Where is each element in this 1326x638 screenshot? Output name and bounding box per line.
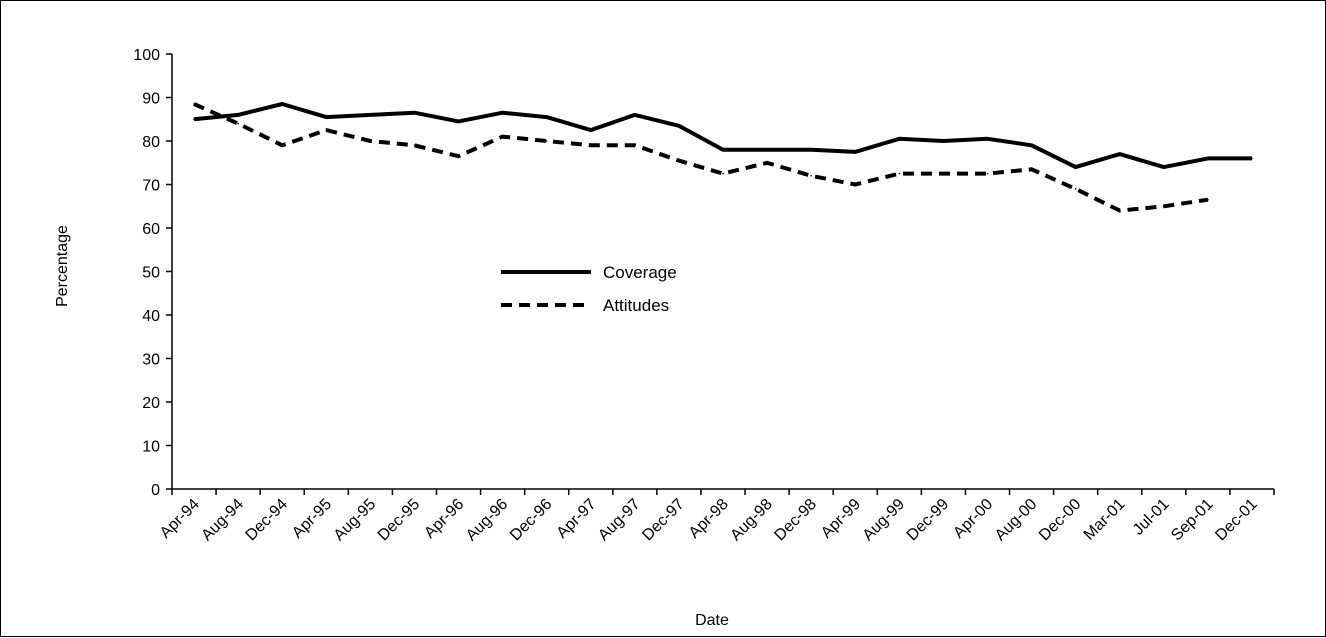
x-tick-label: Sep-01: [1168, 496, 1217, 545]
point-attitudes: [457, 155, 460, 158]
x-tick-label: Aug-94: [198, 496, 247, 545]
point-attitudes: [898, 172, 901, 175]
point-coverage: [369, 114, 372, 116]
x-tick-label: Aug-00: [992, 496, 1041, 545]
point-coverage: [722, 148, 724, 151]
point-coverage: [634, 114, 636, 116]
x-tick-label: Aug-99: [860, 496, 909, 545]
point-coverage: [193, 118, 195, 121]
x-tick-label: Aug-97: [595, 496, 644, 545]
y-tick-label: 20: [142, 395, 160, 412]
point-coverage: [457, 120, 460, 123]
point-coverage: [589, 129, 592, 131]
point-coverage: [1118, 153, 1121, 155]
point-coverage: [237, 114, 239, 116]
legend-label-coverage: Coverage: [603, 263, 677, 282]
y-tick-label: 60: [142, 221, 160, 238]
point-coverage: [545, 116, 548, 118]
series-line-attitudes: [193, 102, 1209, 213]
point-coverage: [1251, 157, 1253, 160]
x-tick-label: Dec-96: [507, 496, 556, 545]
legend: Coverage Attitudes: [501, 263, 677, 315]
point-coverage: [281, 103, 284, 105]
point-attitudes: [854, 183, 857, 186]
x-tick-label: Apr-95: [289, 496, 335, 542]
point-attitudes: [325, 129, 328, 131]
x-tick-label: Aug-98: [727, 496, 776, 545]
x-tick-label: Mar-01: [1081, 496, 1129, 544]
y-tick-label: 10: [142, 439, 160, 456]
point-coverage: [898, 138, 901, 140]
point-attitudes: [1207, 198, 1209, 201]
y-tick-label: 100: [133, 47, 160, 64]
axes: [171, 54, 1274, 490]
y-ticks: 0 10 20 30 40 50 60 70 80 90 100: [133, 47, 172, 499]
point-attitudes: [1030, 168, 1033, 171]
y-tick-label: 80: [142, 134, 160, 151]
point-attitudes: [634, 144, 636, 147]
x-tick-label: Dec-99: [904, 496, 953, 545]
x-tick-label: Aug-96: [463, 496, 512, 545]
x-tick-label: Apr-94: [157, 496, 203, 542]
x-axis-title: Date: [695, 612, 729, 629]
point-attitudes: [1163, 205, 1165, 208]
point-attitudes: [369, 140, 372, 142]
point-attitudes: [1074, 188, 1077, 190]
y-tick-label: 90: [142, 91, 160, 108]
point-attitudes: [545, 140, 548, 142]
point-attitudes: [678, 159, 680, 162]
y-tick-label: 0: [151, 482, 160, 499]
point-coverage: [678, 124, 680, 127]
x-tick-label: Dec-98: [771, 496, 820, 545]
x-tick-label: Apr-00: [950, 496, 996, 542]
point-attitudes: [1118, 209, 1121, 212]
point-attitudes: [589, 144, 592, 147]
point-attitudes: [193, 103, 195, 105]
x-tick-label: Apr-99: [818, 496, 864, 542]
point-attitudes: [237, 122, 239, 125]
x-tick-label: Dec-95: [375, 496, 424, 545]
x-tick-label: Dec-97: [639, 496, 688, 545]
x-tick-label: Apr-97: [554, 496, 600, 542]
point-attitudes: [281, 144, 284, 147]
point-attitudes: [942, 172, 945, 175]
point-coverage: [854, 151, 857, 153]
point-coverage: [810, 148, 812, 151]
point-attitudes: [810, 175, 812, 177]
x-tick-label: Apr-96: [421, 496, 467, 542]
series: [193, 102, 1253, 213]
point-coverage: [766, 148, 768, 151]
point-coverage: [413, 111, 416, 114]
x-tick-label: Dec-94: [243, 496, 292, 545]
point-attitudes: [986, 172, 989, 175]
point-coverage: [1074, 166, 1077, 168]
point-coverage: [325, 116, 328, 118]
point-coverage: [986, 138, 989, 140]
y-tick-label: 30: [142, 352, 160, 369]
legend-label-attitudes: Attitudes: [603, 296, 669, 315]
point-attitudes: [722, 172, 724, 175]
point-attitudes: [413, 144, 416, 147]
point-coverage: [1030, 144, 1033, 147]
x-tick-label: Dec-01: [1212, 496, 1261, 545]
point-coverage: [1207, 157, 1209, 160]
point-coverage: [501, 111, 504, 114]
x-tick-label: Jul-01: [1130, 496, 1173, 539]
x-tick-label: Dec-00: [1036, 496, 1085, 545]
point-attitudes: [766, 161, 768, 164]
x-ticks: Apr-94Aug-94Dec-94Apr-95Aug-95Dec-95Apr-…: [157, 489, 1275, 545]
x-tick-label: Apr-98: [686, 496, 732, 542]
y-tick-label: 40: [142, 308, 160, 325]
point-coverage: [1163, 166, 1165, 168]
y-tick-label: 70: [142, 178, 160, 195]
point-attitudes: [501, 135, 504, 138]
x-tick-label: Aug-95: [331, 496, 380, 545]
y-axis-title: Percentage: [54, 225, 71, 307]
point-coverage: [942, 140, 945, 142]
y-tick-label: 50: [142, 265, 160, 282]
